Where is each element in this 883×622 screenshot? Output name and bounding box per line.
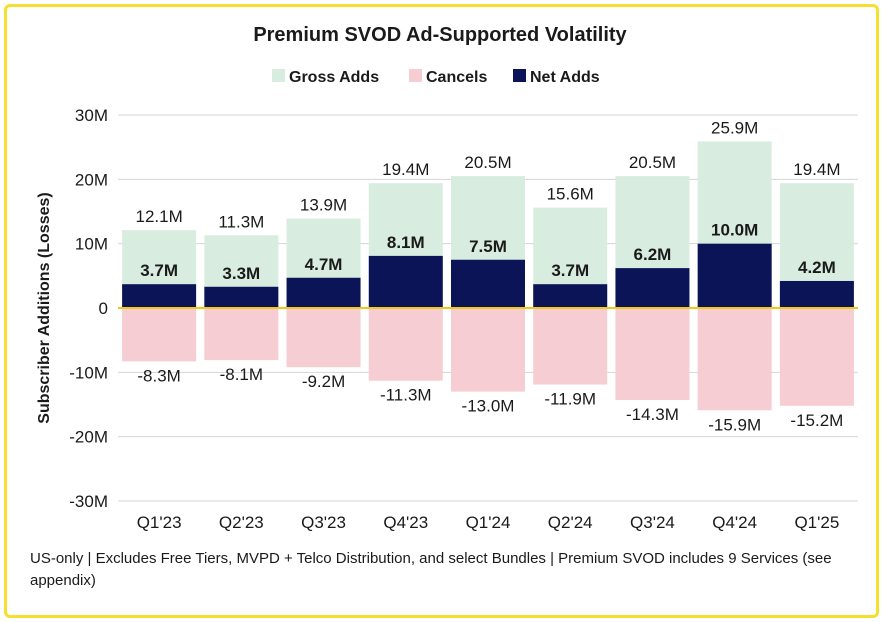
legend-swatch xyxy=(409,69,422,82)
x-tick-label: Q1'23 xyxy=(137,513,182,532)
net-adds-bar xyxy=(533,284,608,308)
cancels-bar xyxy=(779,308,854,406)
net-adds-bar xyxy=(286,277,361,308)
cancels-label: -15.9M xyxy=(708,415,761,434)
cancels-label: -8.3M xyxy=(137,366,180,385)
legend-swatch xyxy=(272,69,285,82)
net-adds-bar xyxy=(779,280,854,308)
net-adds-label: 8.1M xyxy=(387,233,425,252)
chart-title: Premium SVOD Ad-Supported Volatility xyxy=(253,24,627,46)
gross-adds-label: 19.4M xyxy=(793,160,840,179)
gross-adds-label: 25.9M xyxy=(711,118,758,137)
cancels-label: -11.3M xyxy=(380,386,432,405)
cancels-bar xyxy=(122,308,197,362)
y-tick-label: 30M xyxy=(75,106,108,125)
net-adds-bar xyxy=(615,268,690,308)
y-tick-label: -30M xyxy=(69,492,108,511)
y-tick-label: 20M xyxy=(75,170,108,189)
gross-adds-label: 13.9M xyxy=(300,196,347,215)
net-adds-bar xyxy=(204,286,279,308)
y-axis-ticks: 30M 20M 10M 0 -10M -20M -30M xyxy=(69,106,108,511)
cancels-bar xyxy=(286,308,361,368)
x-tick-label: Q3'24 xyxy=(630,513,675,532)
net-adds-label: 4.7M xyxy=(305,255,343,274)
y-axis-title: Subscriber Additions (Losses) xyxy=(36,192,53,423)
cancels-label: -8.1M xyxy=(220,365,263,384)
x-tick-label: Q1'24 xyxy=(466,513,511,532)
cancels-label: -14.3M xyxy=(626,405,679,424)
net-adds-label: 4.2M xyxy=(798,258,836,277)
y-tick-label: 10M xyxy=(75,235,108,254)
x-tick-label: Q1'25 xyxy=(794,513,839,532)
gross-adds-label: 11.3M xyxy=(218,212,264,231)
cancels-label: -11.9M xyxy=(544,390,596,409)
net-adds-label: 3.7M xyxy=(140,261,178,280)
gross-adds-label: 19.4M xyxy=(382,160,429,179)
legend-label: Net Adds xyxy=(530,69,600,86)
y-tick-label: -10M xyxy=(69,363,108,382)
x-tick-label: Q4'24 xyxy=(712,513,757,532)
cancels-bar xyxy=(615,308,690,400)
cancels-label: -13.0M xyxy=(462,397,515,416)
x-tick-label: Q2'24 xyxy=(548,513,593,532)
net-adds-bar xyxy=(368,255,443,308)
x-tick-label: Q4'23 xyxy=(383,513,428,532)
net-adds-label: 3.7M xyxy=(551,261,589,280)
y-tick-label: 0 xyxy=(99,299,108,318)
y-tick-label: -20M xyxy=(69,428,108,447)
gross-adds-label: 12.1M xyxy=(135,207,182,226)
cancels-label: -15.2M xyxy=(790,411,843,430)
cancels-label: -9.2M xyxy=(302,372,345,391)
x-tick-label: Q2'23 xyxy=(219,513,264,532)
cancels-bar xyxy=(697,308,772,411)
gross-adds-label: 15.6M xyxy=(547,185,594,204)
net-adds-label: 10.0M xyxy=(711,221,758,240)
net-adds-bar xyxy=(697,243,772,308)
x-tick-label: Q3'23 xyxy=(301,513,346,532)
legend: Gross Adds Cancels Net Adds xyxy=(272,69,600,86)
net-adds-label: 7.5M xyxy=(469,237,507,256)
data-labels: 12.1M 3.7M -8.3M 11.3M 3.3M -8.1M 13.9M 4.7M -9.… xyxy=(135,118,843,434)
gross-adds-label: 20.5M xyxy=(464,153,511,172)
x-axis-ticks: Q1'23 Q2'23 Q3'23 Q4'23 Q1'24 Q2'24 Q3'24 Q4'24… xyxy=(137,513,840,532)
bars xyxy=(122,141,854,411)
net-adds-label: 3.3M xyxy=(222,264,260,283)
legend-label: Gross Adds xyxy=(289,69,379,86)
legend-swatch xyxy=(513,69,526,82)
net-adds-bar xyxy=(451,259,525,308)
net-adds-bar xyxy=(122,284,197,308)
net-adds-label: 6.2M xyxy=(634,245,672,264)
gross-adds-label: 20.5M xyxy=(629,153,676,172)
cancels-bar xyxy=(533,308,608,385)
legend-label: Cancels xyxy=(426,69,487,86)
cancels-bar xyxy=(204,308,279,361)
cancels-bar xyxy=(368,308,443,381)
cancels-bar xyxy=(451,308,525,392)
footnote: US-only | Excludes Free Tiers, MVPD + Te… xyxy=(30,550,832,589)
